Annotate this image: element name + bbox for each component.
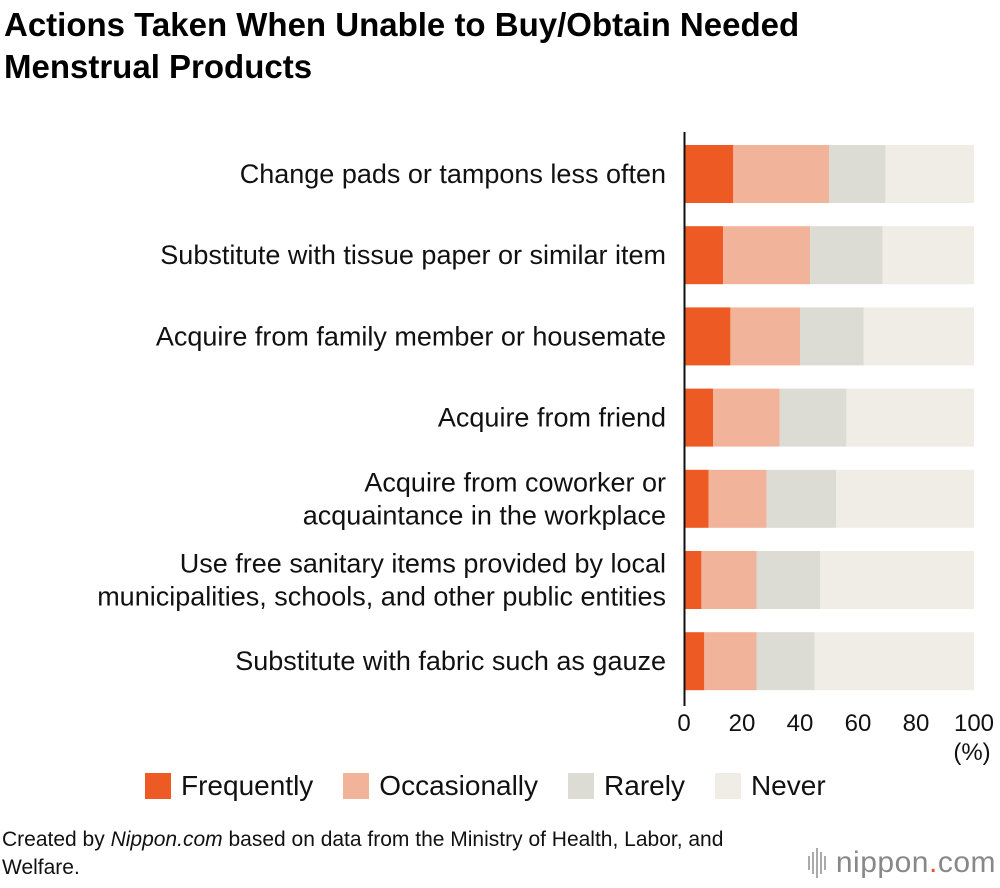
legend-swatch-never <box>715 773 741 799</box>
category-label-4-line-1: acquaintance in the workplace <box>303 500 666 530</box>
legend-item-frequently: Frequently <box>145 770 313 802</box>
source-credit: Created by Nippon.com based on data from… <box>2 826 762 882</box>
bar-occasionally-0 <box>733 145 829 203</box>
bar-occasionally-5 <box>701 551 756 609</box>
bar-never-6 <box>815 632 975 690</box>
bar-occasionally-1 <box>723 226 810 284</box>
bar-frequently-0 <box>684 145 733 203</box>
legend-swatch-rarely <box>568 773 594 799</box>
x-tick-label-100: 100 <box>954 710 994 737</box>
bar-occasionally-3 <box>713 389 780 447</box>
legend-item-occasionally: Occasionally <box>343 770 538 802</box>
category-label-0: Change pads or tampons less often <box>240 159 666 189</box>
bar-frequently-1 <box>684 226 723 284</box>
bar-frequently-5 <box>684 551 701 609</box>
bar-occasionally-4 <box>709 470 767 528</box>
legend-label-occasionally: Occasionally <box>379 770 538 802</box>
category-label-5-line-0: Use free sanitary items provided by loca… <box>180 549 666 579</box>
bar-rarely-5 <box>757 551 821 609</box>
bar-never-1 <box>883 226 974 284</box>
bar-never-4 <box>836 470 974 528</box>
x-tick-label-0: 0 <box>677 710 690 737</box>
logo-tld: com <box>938 846 996 879</box>
bar-never-5 <box>820 551 974 609</box>
logo-name: nippon <box>836 846 929 879</box>
bar-frequently-2 <box>684 307 730 365</box>
bar-occasionally-6 <box>704 632 756 690</box>
category-label-2: Acquire from family member or housemate <box>156 321 666 351</box>
legend: Frequently Occasionally Rarely Never <box>145 766 856 806</box>
category-label-1: Substitute with tissue paper or similar … <box>160 240 666 270</box>
category-label-6: Substitute with fabric such as gauze <box>235 646 666 676</box>
credit-prefix: Created by <box>2 828 111 851</box>
category-label-4-line-0: Acquire from coworker or <box>364 467 666 497</box>
legend-label-rarely: Rarely <box>604 770 685 802</box>
legend-swatch-frequently <box>145 773 171 799</box>
legend-swatch-occasionally <box>343 773 369 799</box>
bar-occasionally-2 <box>730 307 800 365</box>
bar-rarely-4 <box>767 470 837 528</box>
bar-rarely-3 <box>780 389 847 447</box>
bar-frequently-3 <box>684 389 713 447</box>
bar-never-0 <box>886 145 974 203</box>
x-tick-label-60: 60 <box>845 710 872 737</box>
bar-never-2 <box>864 307 974 365</box>
x-unit-label: (%) <box>953 739 990 766</box>
bar-rarely-2 <box>800 307 864 365</box>
bar-frequently-4 <box>684 470 709 528</box>
legend-item-rarely: Rarely <box>568 770 685 802</box>
legend-item-never: Never <box>715 770 826 802</box>
legend-label-never: Never <box>751 770 826 802</box>
bar-rarely-0 <box>829 145 886 203</box>
category-label-5-line-1: municipalities, schools, and other publi… <box>97 582 666 612</box>
barcode-icon <box>808 848 828 878</box>
nippon-logo: nippon.com <box>808 846 996 880</box>
bar-frequently-6 <box>684 632 704 690</box>
bar-never-3 <box>846 389 974 447</box>
legend-label-frequently: Frequently <box>181 770 313 802</box>
bar-rarely-1 <box>810 226 883 284</box>
credit-source: Nippon.com <box>111 828 223 851</box>
category-label-3: Acquire from friend <box>438 403 666 433</box>
x-tick-label-40: 40 <box>787 710 814 737</box>
x-tick-label-20: 20 <box>729 710 756 737</box>
x-tick-label-80: 80 <box>903 710 930 737</box>
logo-dot: . <box>929 846 938 879</box>
bar-rarely-6 <box>757 632 815 690</box>
